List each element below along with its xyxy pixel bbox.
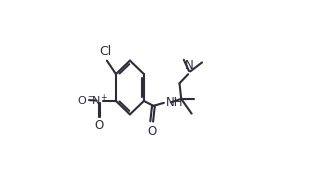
Text: NH: NH	[166, 96, 183, 109]
Text: Cl: Cl	[99, 46, 112, 58]
Text: N: N	[185, 59, 193, 72]
Text: $\mathregular{O}^-$: $\mathregular{O}^-$	[77, 94, 95, 106]
Text: O: O	[95, 119, 104, 132]
Text: O: O	[147, 125, 156, 138]
Text: $\mathregular{N}^+$: $\mathregular{N}^+$	[91, 93, 109, 108]
